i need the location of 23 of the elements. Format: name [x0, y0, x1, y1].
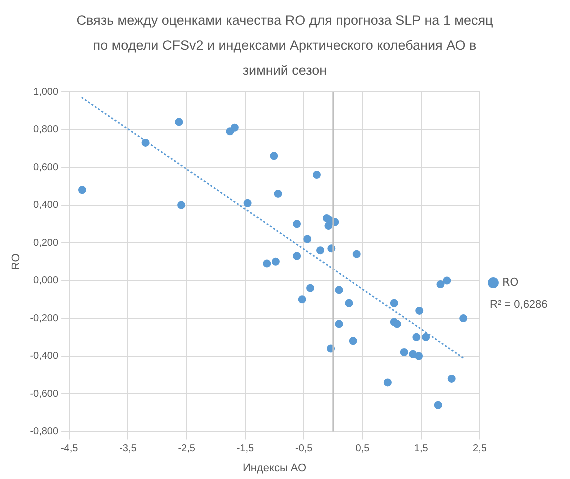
y-tick-label: 0,800: [34, 124, 59, 136]
y-tick-label: -0,400: [30, 351, 59, 362]
y-tick-label: -0,800: [30, 426, 59, 438]
x-tick-label: 2,5: [473, 444, 488, 455]
x-axis-title: Индексы АО: [242, 462, 307, 474]
y-tick-label: -0,200: [30, 313, 59, 324]
y-tick-label: 0,000: [34, 276, 59, 287]
y-tick-label: -0,600: [30, 388, 59, 400]
y-axis-title: RO: [10, 253, 23, 270]
x-tick-label: 0,5: [356, 444, 370, 455]
x-tick-label: -3,5: [120, 444, 138, 455]
x-tick-label: -2,5: [178, 444, 196, 455]
chart-title: Связь между оценками качества RO для прогноза SLP на 1 месяц по модели CFSv2 и индексами Арктического колебания АО в зимний сезон: [76, 12, 494, 80]
y-tick-label: 0,600: [34, 162, 59, 174]
legend-label: RO: [502, 276, 520, 289]
x-tick-label: -1,5: [236, 444, 255, 455]
x-tick-label: 1,5: [414, 444, 429, 455]
y-tick-label: 0,200: [34, 238, 59, 249]
x-tick-label: -4,5: [60, 444, 79, 455]
x-tick-label: -0,5: [295, 444, 314, 455]
y-tick-label: 0,400: [34, 200, 59, 212]
y-tick-label: 1,000: [34, 86, 59, 98]
text: R² = 0,6286: [490, 298, 548, 310]
